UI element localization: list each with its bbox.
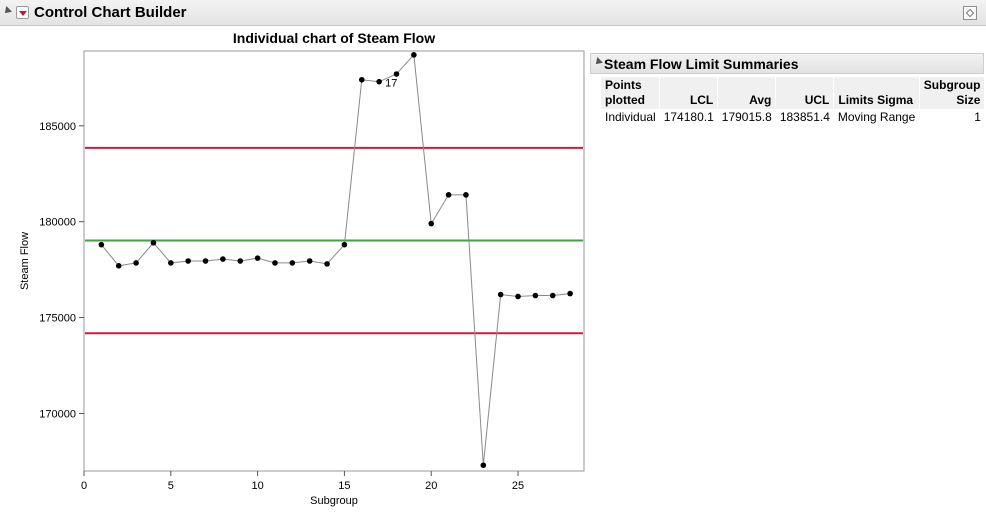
cell-limits-sigma: Moving Range <box>837 110 916 124</box>
data-point[interactable] <box>324 261 330 267</box>
col-points-plotted: Points plotted <box>601 77 661 109</box>
data-point[interactable] <box>98 241 105 248</box>
data-point[interactable] <box>341 241 348 248</box>
y-axis: 170000 175000 180000 185000 <box>39 121 84 420</box>
y-tick-label: 185000 <box>39 121 76 133</box>
data-point[interactable] <box>480 462 487 469</box>
data-point[interactable] <box>115 262 122 269</box>
x-axis: 0 5 10 15 20 25 <box>81 471 524 492</box>
table-row: Individual 174180.1 179015.8 183851.4 Mo… <box>601 109 985 126</box>
data-point[interactable] <box>133 260 139 266</box>
data-point[interactable] <box>497 291 504 298</box>
red-triangle-menu-icon[interactable] <box>16 6 29 19</box>
col-subgroup-size: Subgroup Size <box>919 77 986 109</box>
pin-icon[interactable] <box>963 6 977 20</box>
data-point[interactable] <box>168 260 174 266</box>
plot-frame <box>83 50 585 472</box>
chart-title: Individual chart of Steam Flow <box>232 30 436 46</box>
cell-points-plotted: Individual <box>605 110 656 124</box>
limit-summaries-header: Steam Flow Limit Summaries <box>590 53 984 74</box>
data-point[interactable] <box>185 258 191 264</box>
data-point[interactable] <box>220 256 226 262</box>
data-point[interactable] <box>272 260 278 266</box>
x-tick-label: 25 <box>512 480 524 492</box>
cell-subgroup-size: 1 <box>974 110 981 124</box>
data-point[interactable] <box>567 290 573 297</box>
annotations: 17 <box>385 78 397 90</box>
cell-lcl: 174180.1 <box>663 110 714 124</box>
control-limits <box>85 146 583 335</box>
data-point[interactable] <box>549 292 556 299</box>
data-point[interactable] <box>289 260 296 266</box>
data-point[interactable] <box>428 220 435 227</box>
series-line <box>100 53 571 466</box>
x-axis-title: Subgroup <box>310 495 358 507</box>
col-avg: Avg <box>717 77 777 109</box>
x-tick-label: 15 <box>338 480 350 492</box>
point-label: 17 <box>385 78 397 90</box>
individual-chart: 170000 175000 180000 185000 0 5 10 15 20 25 17 S… <box>19 50 585 507</box>
y-tick-label: 180000 <box>39 217 76 229</box>
x-tick-label: 0 <box>81 480 87 492</box>
data-point[interactable] <box>254 255 261 261</box>
control-chart-builder-header: Control Chart Builder <box>0 0 986 26</box>
disclosure-triangle-icon[interactable] <box>593 57 603 67</box>
data-point[interactable] <box>237 258 244 264</box>
table-header-row: Points plotted LCL Avg UCL Limits Sigma S… <box>601 77 986 109</box>
cell-ucl: 183851.4 <box>779 110 830 124</box>
cell-avg: 179015.8 <box>721 110 772 124</box>
y-tick-label: 170000 <box>39 408 76 420</box>
col-lcl: LCL <box>659 77 719 109</box>
data-point[interactable] <box>358 76 365 83</box>
data-point[interactable] <box>376 78 382 85</box>
x-tick-label: 20 <box>425 480 437 492</box>
data-point[interactable] <box>463 192 469 198</box>
data-point[interactable] <box>306 258 313 264</box>
data-point[interactable] <box>202 258 209 264</box>
data-point[interactable] <box>150 239 157 246</box>
data-point[interactable] <box>411 52 417 58</box>
data-point[interactable] <box>515 293 521 300</box>
x-tick-label: 10 <box>251 480 263 492</box>
col-ucl: UCL <box>775 77 835 109</box>
data-point[interactable] <box>393 71 400 77</box>
disclosure-triangle-icon[interactable] <box>2 6 12 16</box>
app-title: Control Chart Builder <box>34 4 187 21</box>
y-tick-label: 175000 <box>39 313 76 325</box>
y-axis-title: Steam Flow <box>19 232 31 290</box>
x-tick-label: 5 <box>168 480 174 492</box>
data-point[interactable] <box>532 292 539 299</box>
col-limits-sigma: Limits Sigma <box>833 77 920 109</box>
limit-summaries-table: Points plotted LCL Avg UCL Limits Sigma S… <box>601 77 986 126</box>
data-series <box>98 52 573 469</box>
data-point[interactable] <box>445 192 452 198</box>
limit-summaries-title: Steam Flow Limit Summaries <box>604 56 799 72</box>
